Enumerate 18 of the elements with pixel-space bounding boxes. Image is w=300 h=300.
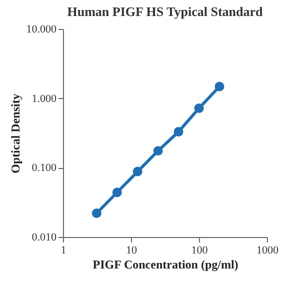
point xyxy=(214,82,224,92)
x-axis-title: PIGF Concentration (pg/ml) xyxy=(92,258,238,272)
point xyxy=(112,188,122,198)
y-axis-title: Optical Density xyxy=(8,94,22,174)
x-tick-label: 100 xyxy=(191,244,208,256)
x-tick-label: 1000 xyxy=(256,244,279,256)
y-tick-label: 10.000 xyxy=(26,24,57,36)
y-tick-label: 1.000 xyxy=(32,92,57,105)
point xyxy=(92,208,102,218)
point xyxy=(174,126,184,136)
x-tick-label: 10 xyxy=(126,244,138,256)
point xyxy=(132,166,142,176)
y-tick-label: 0.100 xyxy=(32,162,57,174)
point xyxy=(153,146,163,156)
y-tick-label: 0.010 xyxy=(32,232,57,244)
chart-title: Human PIGF HS Typical Standard xyxy=(67,4,264,19)
point xyxy=(194,103,204,113)
x-tick-label: 1 xyxy=(60,244,66,256)
